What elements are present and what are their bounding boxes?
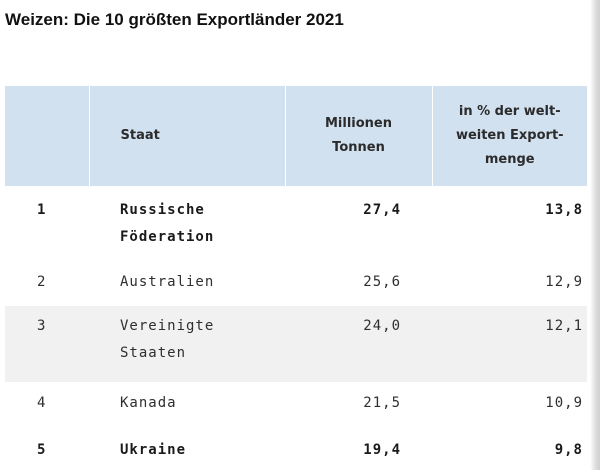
state-name-line1: Russische [120,202,205,218]
header-rank [5,86,90,186]
state-name-line1: Ukraine [120,442,187,458]
header-million-tonnes-line1: Millionen [324,116,393,131]
header-state: Staat [89,86,286,186]
header-export-share-line1: in % der welt- [458,104,561,119]
rank-cell: 2 [37,274,47,290]
header-export-share: in % der welt- weiten Export- menge [432,86,587,186]
state-name-line2: Staaten [120,345,187,361]
million-tonnes-cell: 25,6 [363,274,401,290]
export-share-cell: 9,8 [554,442,583,458]
state-name-line1: Kanada [120,395,177,411]
state-name-line1: Vereinigte [120,318,215,334]
table-row: 4 Kanada 21,5 10,9 [5,382,587,428]
rank-cell: 4 [37,395,47,411]
million-tonnes-cell: 24,0 [285,306,432,382]
header-export-share-line2: weiten Export- [455,128,564,143]
header-million-tonnes-line2: Tonnen [332,140,385,155]
page-title: Weizen: Die 10 größten Exportländer 2021 [5,10,344,29]
rank-cell: 5 [37,442,47,458]
million-tonnes-cell: 27,4 [363,202,401,218]
state-cell: Australien [89,260,285,306]
state-cell: Kanada [89,382,285,428]
scrollbar-edge[interactable] [590,0,600,470]
export-share-cell: 12,1 [432,306,587,382]
rank-cell: 3 [5,306,89,382]
export-table: Staat Millionen Tonnen in % der welt- we… [5,86,587,474]
export-share-cell: 12,9 [545,274,583,290]
rank-cell: 1 [37,202,47,218]
state-name-line1: Australien [120,274,215,290]
million-tonnes-cell: 19,4 [363,442,401,458]
export-share-cell: 13,8 [545,202,583,218]
header-million-tonnes: Millionen Tonnen [285,86,433,186]
state-name-line2: Föderation [120,229,215,245]
state-cell: Russische Föderation [89,186,285,260]
million-tonnes-cell: 21,5 [363,395,401,411]
table-row: 1 Russische Föderation 27,4 13,8 [5,186,587,260]
header-state-label: Staat [120,128,160,143]
export-share-cell: 10,9 [545,395,583,411]
state-cell: Ukraine [89,428,285,474]
state-cell: Vereinigte Staaten [89,306,285,382]
table-row: 3 Vereinigte Staaten 24,0 12,1 [5,306,587,382]
table-header-row: Staat Millionen Tonnen in % der welt- we… [5,86,587,186]
header-export-share-line3: menge [484,152,535,167]
table-row: 2 Australien 25,6 12,9 [5,260,587,306]
table-row: 5 Ukraine 19,4 9,8 [5,428,587,474]
